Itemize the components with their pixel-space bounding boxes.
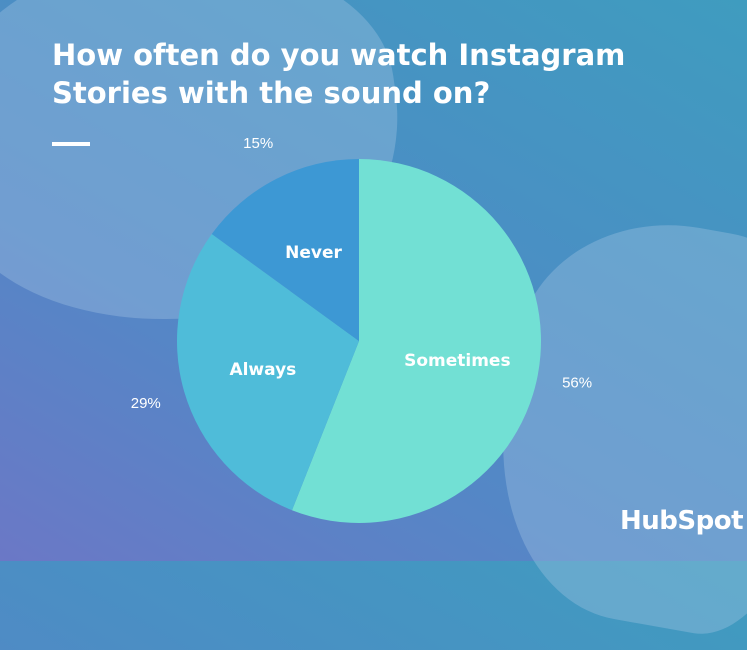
slice-value-label: 29% (131, 395, 161, 412)
chart-title: How often do you watch Instagram Stories… (52, 38, 626, 110)
pie-chart: Sometimes 56% Always 29% Never 15% (131, 135, 592, 523)
pie-slice-sometimes (292, 159, 541, 523)
slice-value-label: 15% (243, 135, 273, 152)
pie-slice-always (177, 234, 359, 511)
hubspot-logo: HubSpot (620, 506, 744, 536)
title-underline (52, 142, 90, 146)
slice-label: Never (285, 243, 342, 263)
slice-value-label: 56% (562, 375, 592, 392)
slice-label: Always (229, 360, 296, 380)
slice-label: Sometimes (404, 351, 510, 371)
pie-slice-never (211, 159, 359, 341)
